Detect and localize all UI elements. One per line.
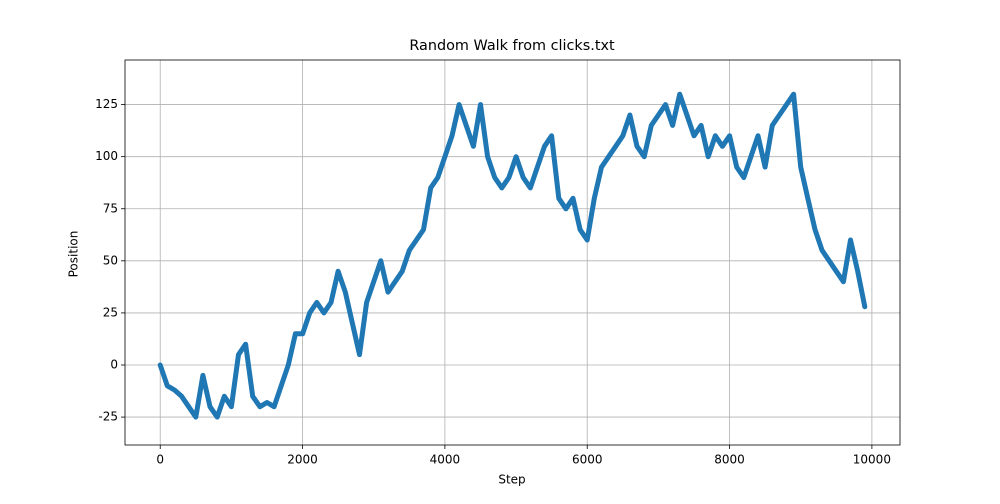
y-tick-label: 25	[103, 305, 118, 319]
x-tick-label: 10000	[853, 453, 891, 467]
x-tick-label: 2000	[287, 453, 318, 467]
x-axis-label: Step	[498, 473, 525, 487]
x-tick-label: 0	[156, 453, 164, 467]
x-tick-label: 4000	[430, 453, 461, 467]
x-tick-label: 6000	[572, 453, 603, 467]
y-tick-label: 100	[95, 149, 118, 163]
y-axis-label: Position	[67, 231, 81, 278]
x-tick-label: 8000	[714, 453, 745, 467]
y-tick-label: 50	[103, 253, 118, 267]
y-tick-label: 125	[95, 97, 118, 111]
y-tick-label: 0	[110, 358, 118, 372]
plot-frame	[124, 59, 901, 446]
y-tick-label: 75	[103, 201, 118, 215]
data-line	[157, 91, 868, 420]
y-tick-label: -25	[98, 410, 118, 424]
chart-title: Random Walk from clicks.txt	[409, 38, 615, 54]
